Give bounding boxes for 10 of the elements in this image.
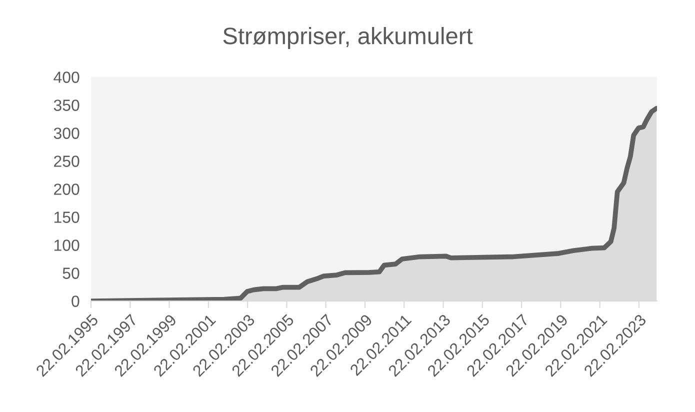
- y-tick-label: 100: [54, 240, 80, 251]
- y-tick-label: 50: [62, 268, 80, 279]
- y-tick-label: 200: [54, 184, 80, 195]
- chart-title: Strømpriser, akkumulert: [223, 26, 473, 50]
- y-tick-label: 0: [72, 296, 80, 307]
- y-tick-label: 350: [54, 100, 80, 111]
- y-tick-label: 250: [54, 156, 80, 167]
- y-tick-label: 400: [54, 72, 80, 83]
- y-tick-label: 300: [54, 128, 80, 139]
- y-tick-label: 150: [54, 212, 80, 223]
